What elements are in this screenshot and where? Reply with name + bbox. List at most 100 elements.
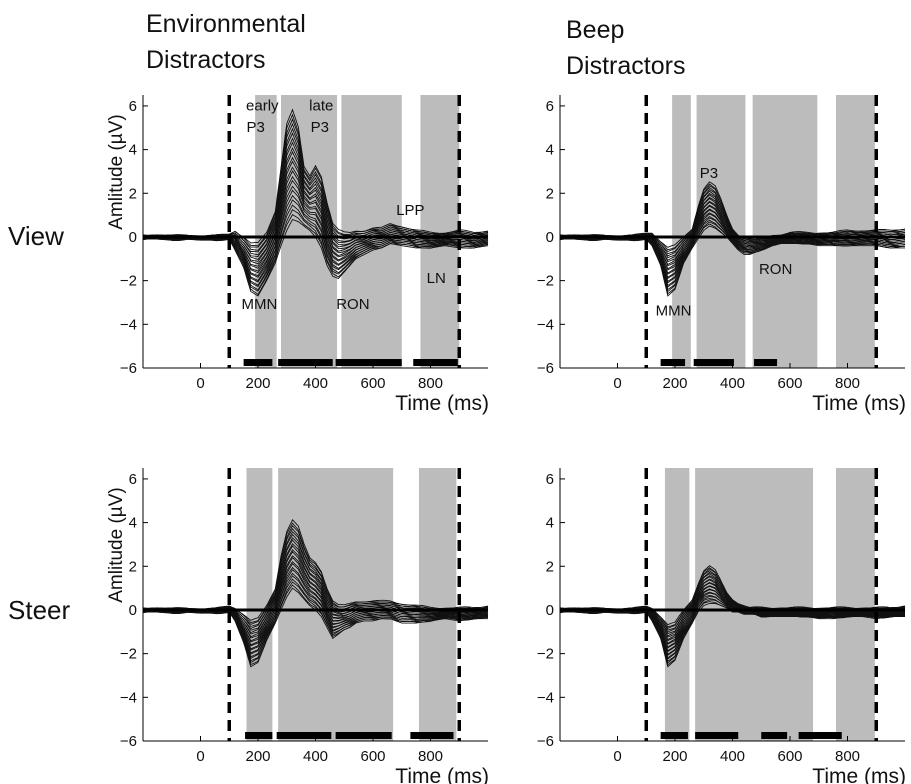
y-tick-label: 6 [546, 471, 554, 488]
component-annotation: LPP [396, 202, 424, 219]
x-tick-label: 800 [835, 748, 860, 765]
x-tick-label: 200 [245, 375, 270, 392]
x-tick-label: 800 [418, 748, 443, 765]
x-tick-label: 0 [196, 375, 204, 392]
y-tick-label: −6 [120, 733, 137, 750]
shaded-window [672, 95, 691, 368]
x-tick-label: 400 [303, 375, 328, 392]
shaded-window [695, 468, 813, 741]
significance-bar [413, 359, 458, 366]
significance-bar [761, 732, 788, 739]
component-annotation: MMN [242, 296, 278, 313]
shaded-window [255, 95, 277, 368]
significance-bar [335, 732, 392, 739]
shaded-window [752, 95, 818, 368]
y-tick-label: −6 [120, 360, 137, 377]
y-tick-label: 4 [546, 142, 554, 159]
row-label-steer: Steer [8, 595, 70, 625]
significance-bar [410, 732, 454, 739]
x-tick-label: 0 [613, 748, 621, 765]
component-annotation: P3 [311, 119, 329, 136]
component-annotation: late [309, 97, 333, 114]
significance-bar [278, 359, 333, 366]
shaded-window [664, 468, 690, 741]
y-tick-label: 2 [129, 185, 137, 202]
component-annotation: early [246, 97, 279, 114]
x-tick-label: 200 [245, 748, 270, 765]
significance-bar [335, 359, 402, 366]
component-annotation: P3 [700, 165, 718, 182]
x-tick-label: 0 [196, 748, 204, 765]
y-tick-label: 6 [129, 471, 137, 488]
x-tick-label: 200 [662, 375, 687, 392]
x-tick-label: 800 [835, 375, 860, 392]
x-axis-label: Time (ms) [812, 765, 906, 784]
shaded-window [836, 468, 875, 741]
y-tick-label: −2 [120, 646, 137, 663]
significance-bar [695, 732, 739, 739]
y-tick-label: −2 [537, 646, 554, 663]
y-tick-label: 4 [129, 142, 137, 159]
x-tick-label: 200 [662, 748, 687, 765]
column-title-beep-line1: Beep [566, 16, 624, 44]
significance-bar [243, 359, 273, 366]
y-tick-label: −6 [537, 733, 554, 750]
x-axis-label: Time (ms) [812, 392, 906, 415]
column-title-environmental-line1: Environmental [146, 10, 306, 38]
column-title-environmental-line2: Distractors [146, 46, 265, 74]
component-annotation: MMN [656, 303, 692, 320]
row-label-view: View [8, 221, 64, 251]
y-axis-label: Amlitude (µV) [106, 487, 127, 602]
y-tick-label: −6 [537, 360, 554, 377]
y-tick-label: 0 [546, 602, 554, 619]
x-tick-label: 800 [418, 375, 443, 392]
y-tick-label: −4 [120, 316, 137, 333]
component-annotation: RON [336, 296, 369, 313]
x-tick-label: 600 [777, 375, 802, 392]
significance-bar [693, 359, 734, 366]
y-tick-label: −2 [120, 273, 137, 290]
x-tick-label: 600 [777, 748, 802, 765]
significance-bar [798, 732, 842, 739]
significance-bar [276, 732, 332, 739]
x-tick-label: 400 [303, 748, 328, 765]
x-tick-label: 600 [360, 748, 385, 765]
shaded-window [341, 95, 402, 368]
component-annotation: RON [759, 261, 792, 278]
significance-bar [660, 359, 686, 366]
y-tick-label: 0 [129, 229, 137, 246]
x-tick-label: 0 [613, 375, 621, 392]
significance-bar [245, 732, 273, 739]
y-tick-label: −2 [537, 273, 554, 290]
component-annotation: P3 [247, 119, 265, 136]
y-tick-label: 4 [546, 515, 554, 532]
x-tick-label: 400 [720, 375, 745, 392]
y-tick-label: −4 [537, 689, 554, 706]
y-tick-label: 4 [129, 515, 137, 532]
y-tick-label: 6 [546, 98, 554, 115]
significance-bar [660, 732, 688, 739]
shaded-window [696, 95, 746, 368]
x-tick-label: 400 [720, 748, 745, 765]
y-tick-label: 2 [546, 185, 554, 202]
y-tick-label: 6 [129, 98, 137, 115]
column-title-beep-line2: Distractors [566, 52, 685, 80]
component-annotation: LN [427, 270, 446, 287]
x-axis-label: Time (ms) [395, 392, 489, 415]
y-tick-label: −4 [537, 316, 554, 333]
y-tick-label: −4 [120, 689, 137, 706]
shaded-window [419, 468, 457, 741]
y-tick-label: 2 [546, 558, 554, 575]
y-axis-label: Amlitude (µV) [106, 114, 127, 229]
x-axis-label: Time (ms) [395, 765, 489, 784]
y-tick-label: 2 [129, 558, 137, 575]
y-tick-label: 0 [129, 602, 137, 619]
x-tick-label: 600 [360, 375, 385, 392]
significance-bar [754, 359, 778, 366]
y-tick-label: 0 [546, 229, 554, 246]
